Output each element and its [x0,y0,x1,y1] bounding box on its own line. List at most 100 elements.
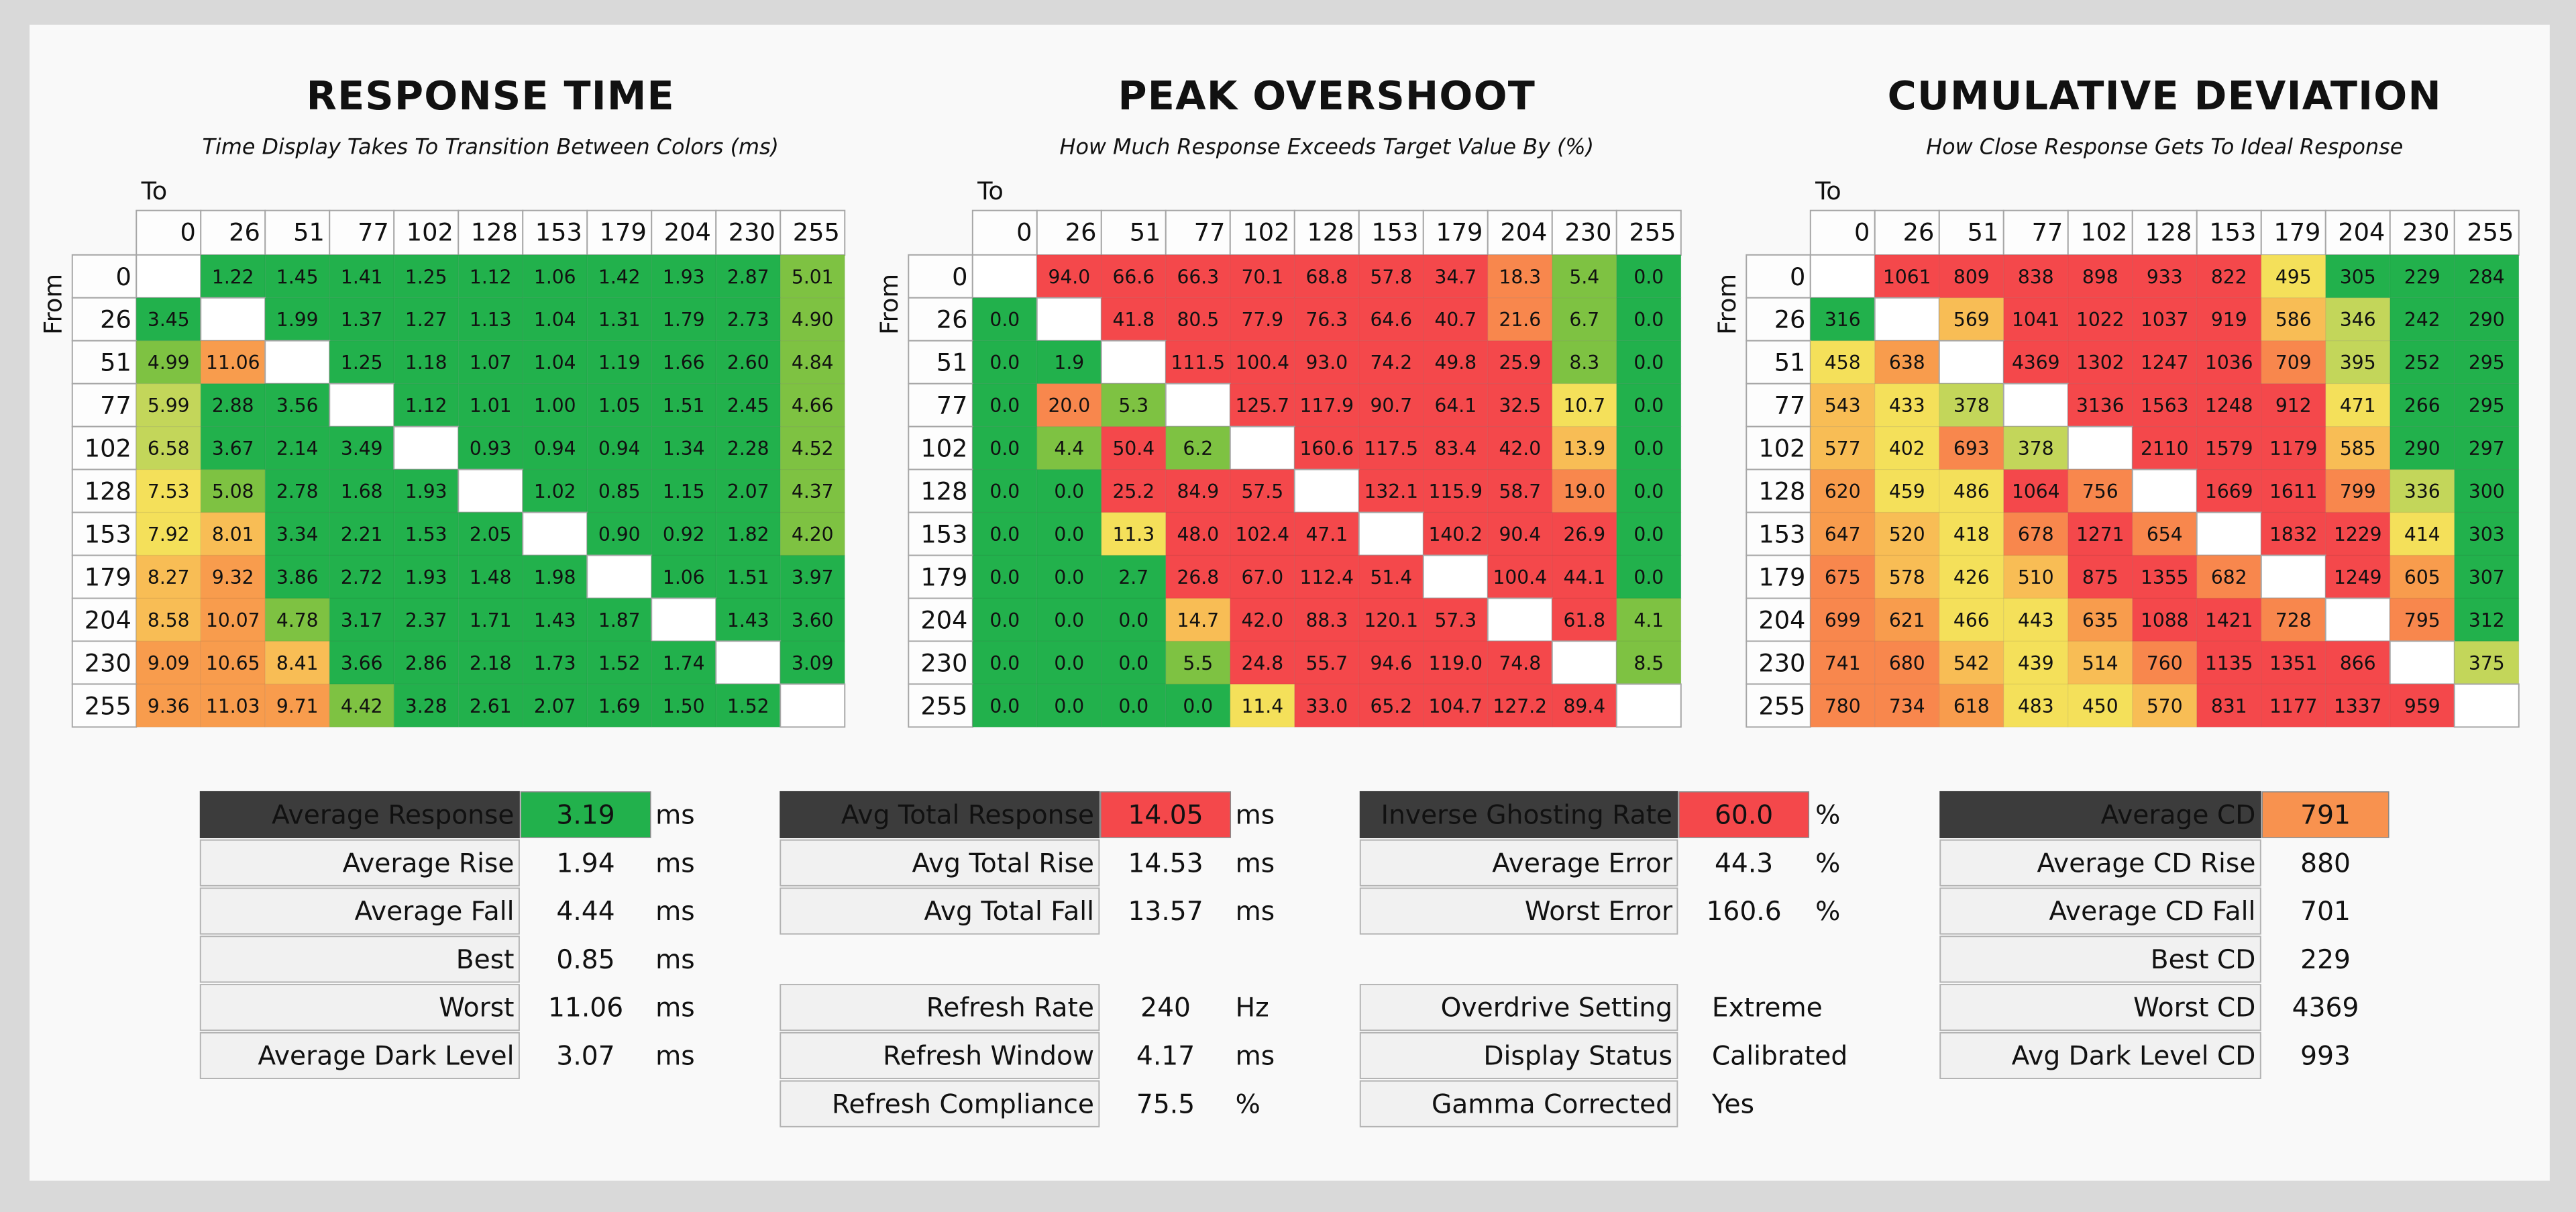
cell-value: 0.90 [598,523,641,546]
cell-value: 34.7 [1434,266,1477,288]
heat-cell [586,468,652,513]
cell-value: 9.09 [148,652,190,674]
row-header-label: 77 [936,391,968,420]
cell-value: 1.43 [534,609,576,632]
heat-cell [2132,426,2198,470]
cell-value: 1064 [2012,481,2060,503]
heat-cell [329,468,394,513]
cell-value: 3.97 [792,566,834,589]
stat-unit: ms [655,801,695,831]
empty-cell [1100,340,1167,385]
heat-cell [780,254,845,299]
cell-value: 3.45 [148,309,190,331]
heat-cell [2325,254,2391,299]
cell-value: 2.72 [341,566,383,589]
heat-cell [393,468,459,513]
cell-value: 1.74 [663,652,705,674]
stat-unit: % [1236,1089,1260,1119]
heat-cell [2068,597,2133,642]
cell-value: 284 [2469,266,2505,288]
stat-header-value-box [1100,791,1232,838]
heat-cell [2454,254,2520,299]
cell-value: 1.37 [341,309,383,331]
cell-value: 1.06 [663,566,705,589]
stat-label: Refresh Rate [926,993,1094,1023]
heat-cell [2003,426,2069,470]
column-header [2453,209,2520,256]
cell-value: 1.73 [534,652,576,674]
cell-value: 2.28 [727,438,769,460]
axis-label: To [141,176,168,205]
table-subtitle: Time Display Takes To Transition Between… [203,134,779,160]
heat-cell [2261,597,2326,642]
table-subtitle: How Much Response Exceeds Target Value B… [1060,134,1595,160]
heat-cell [1165,597,1231,642]
heat-cell [586,640,652,685]
heat-cell [1874,383,1940,427]
heat-cell [1358,640,1424,685]
cell-value: 682 [2211,566,2247,589]
column-header-label: 26 [1065,217,1097,246]
heat-cell [200,254,266,299]
heat-cell [1358,426,1424,470]
cell-value: 2.18 [470,652,512,674]
heat-cell [972,597,1038,642]
heat-cell [715,683,781,727]
cell-value: 795 [2404,609,2440,632]
heat-cell [1101,254,1167,299]
cell-value: 346 [2340,309,2376,331]
empty-cell [2260,554,2326,599]
cell-value: 1248 [2205,395,2253,417]
heat-cell [458,597,523,642]
column-header-label: 128 [2145,217,2192,246]
stat-label-box [199,984,520,1031]
column-header [1615,209,1682,256]
cell-value: 0.0 [1054,695,1084,717]
empty-cell [1229,425,1295,470]
stat-label-box [1939,936,2261,983]
empty-cell [264,340,331,385]
row-header [908,640,973,685]
empty-cell [715,640,782,685]
column-header-label: 179 [600,217,647,246]
row-header [1746,468,1811,513]
stat-label-box [1359,984,1678,1031]
cell-value: 19.0 [1563,481,1605,503]
heat-cell [2003,468,2069,513]
cell-value: 100.4 [1236,352,1290,374]
heat-cell [715,297,781,342]
cell-value: 1249 [2334,566,2382,589]
cell-value: 809 [1953,266,1990,288]
cell-value: 1.52 [727,695,769,717]
heat-cell [393,297,459,342]
cell-value: 1229 [2334,523,2382,546]
heat-cell [651,340,716,385]
heat-cell [264,254,330,299]
heat-cell [1358,597,1424,642]
column-header [2196,209,2262,256]
heat-cell [1487,383,1553,427]
heat-cell [1939,254,2004,299]
heat-cell [1230,383,1295,427]
row-header-label: 179 [85,562,131,591]
cell-value: 26.8 [1177,566,1219,589]
axis-label: From [38,274,67,335]
cell-value: 734 [1889,695,1925,717]
heat-cell [200,383,266,427]
heat-cell [780,426,845,470]
column-header-label: 153 [535,217,582,246]
heat-cell [1616,554,1682,599]
heat-cell [1230,468,1295,513]
cell-value: 1302 [2076,352,2125,374]
cell-value: 4.78 [276,609,319,632]
stat-unit: ms [1236,801,1275,831]
heat-cell [1939,683,2004,727]
cell-value: 4.42 [341,695,383,717]
heat-cell [1101,554,1167,599]
column-header-label: 153 [1371,217,1418,246]
empty-cell [329,383,395,427]
stat-value: 14.53 [1128,848,1203,878]
heat-cell [1036,511,1102,556]
column-header-label: 230 [2402,217,2449,246]
cell-value: 1.34 [663,438,705,460]
